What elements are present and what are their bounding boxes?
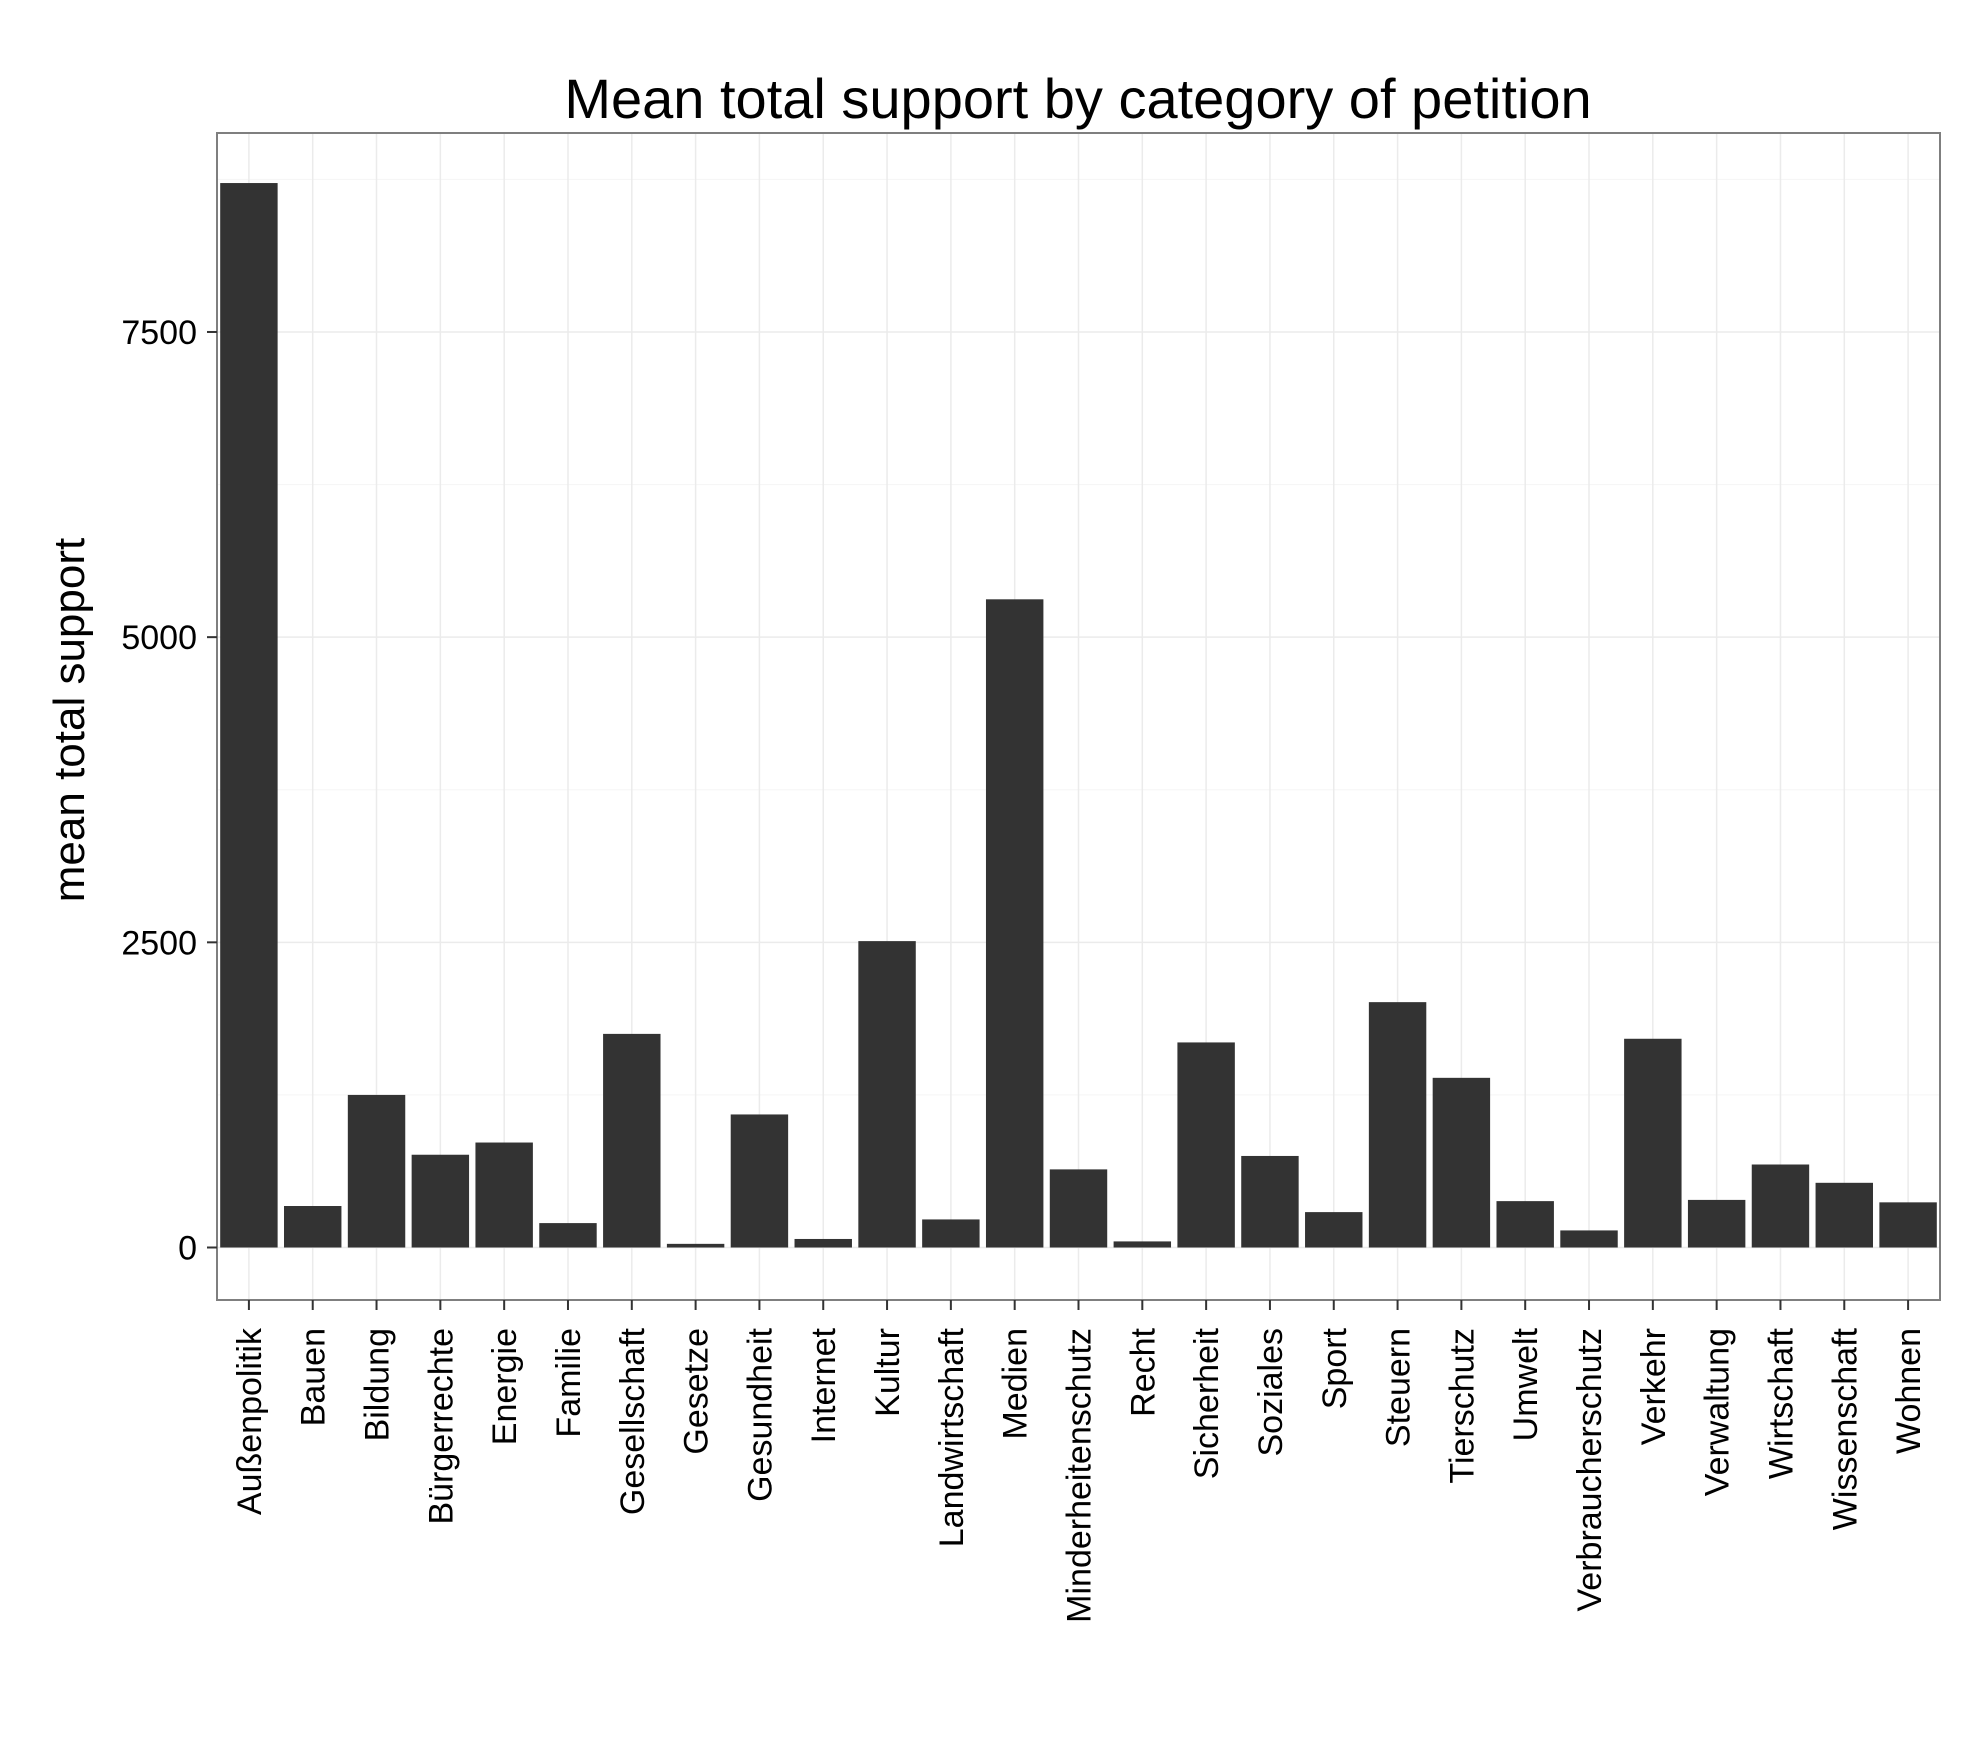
x-tick-label: Gesetze	[678, 1328, 716, 1455]
bar-bauen	[284, 1206, 342, 1248]
bar-internet	[794, 1238, 852, 1248]
x-tick-label: Sport	[1316, 1327, 1354, 1409]
x-tick-label: Recht	[1124, 1327, 1162, 1416]
bar-tierschutz	[1432, 1077, 1491, 1248]
x-tick-label: Verwaltung	[1699, 1328, 1737, 1496]
x-tick-label: Wohnen	[1890, 1328, 1928, 1454]
bar-familie	[539, 1223, 597, 1248]
bar-sport	[1305, 1212, 1363, 1248]
y-axis-title: mean total support	[45, 538, 94, 902]
x-tick-label: Verkehr	[1635, 1328, 1673, 1445]
x-tick-label: Sicherheit	[1188, 1327, 1226, 1479]
x-tick-label: Umwelt	[1507, 1327, 1545, 1441]
plot-panel: 0 2500 5000 7500 Außenpolitik Bauen Bildung Bür…	[121, 132, 1941, 1623]
y-tick-label: 2500	[121, 924, 197, 962]
x-tick-label: Verbraucherschutz	[1571, 1328, 1609, 1612]
bar-energie	[475, 1142, 533, 1248]
bar-soziales	[1241, 1155, 1299, 1248]
bar-landwirtschaft	[922, 1219, 980, 1248]
bar-verbraucherschutz	[1560, 1230, 1618, 1248]
bar-medien	[985, 599, 1044, 1248]
bar-sicherheit	[1177, 1042, 1235, 1248]
y-tick-label: 7500	[121, 314, 197, 352]
x-tick-label: Energie	[486, 1328, 524, 1445]
x-tick-label: Außenpolitik	[231, 1327, 269, 1515]
y-tick-label: 0	[178, 1230, 197, 1268]
x-tick-label: Familie	[550, 1328, 588, 1438]
x-tick-label: Bildung	[359, 1328, 397, 1441]
x-tick-label: Landwirtschaft	[933, 1327, 971, 1547]
bar-bürgerrechte	[411, 1154, 470, 1248]
bar-steuern	[1368, 1002, 1427, 1248]
bar-minderheitenschutz	[1049, 1169, 1108, 1248]
x-tick-label: Wirtschaft	[1762, 1327, 1800, 1479]
bar-wirtschaft	[1751, 1164, 1810, 1248]
x-tick-label: Minderheitenschutz	[1061, 1328, 1099, 1623]
x-tick-label: Tierschutz	[1443, 1328, 1481, 1484]
x-tick-label: Internet	[805, 1327, 843, 1443]
x-tick-label: Soziales	[1252, 1328, 1290, 1457]
bar-gesellschaft	[603, 1033, 661, 1248]
bar-gesundheit	[730, 1114, 789, 1248]
bar-außenpolitik	[220, 183, 278, 1248]
bar-wissenschaft	[1815, 1182, 1873, 1248]
x-tick-label: Bürgerrechte	[422, 1328, 460, 1525]
x-tick-label: Bauen	[295, 1328, 333, 1426]
chart-title: Mean total support by category of petiti…	[564, 67, 1591, 130]
bar-gesetze	[666, 1243, 725, 1248]
x-tick-label: Steuern	[1380, 1328, 1418, 1447]
bar-umwelt	[1496, 1201, 1554, 1248]
x-tick-label: Gesundheit	[741, 1327, 779, 1501]
bar-verkehr	[1624, 1038, 1682, 1248]
x-tick-label: Kultur	[869, 1328, 907, 1417]
x-tick-label: Medien	[997, 1328, 1035, 1440]
bar-verwaltung	[1687, 1199, 1746, 1248]
bar-recht	[1113, 1241, 1172, 1248]
bar-bildung	[347, 1094, 406, 1248]
x-tick-label: Gesellschaft	[614, 1327, 652, 1515]
bar-wohnen	[1879, 1202, 1937, 1248]
y-tick-label: 5000	[121, 619, 197, 657]
x-tick-label: Wissenschaft	[1826, 1327, 1864, 1530]
bar-kultur	[858, 941, 916, 1248]
